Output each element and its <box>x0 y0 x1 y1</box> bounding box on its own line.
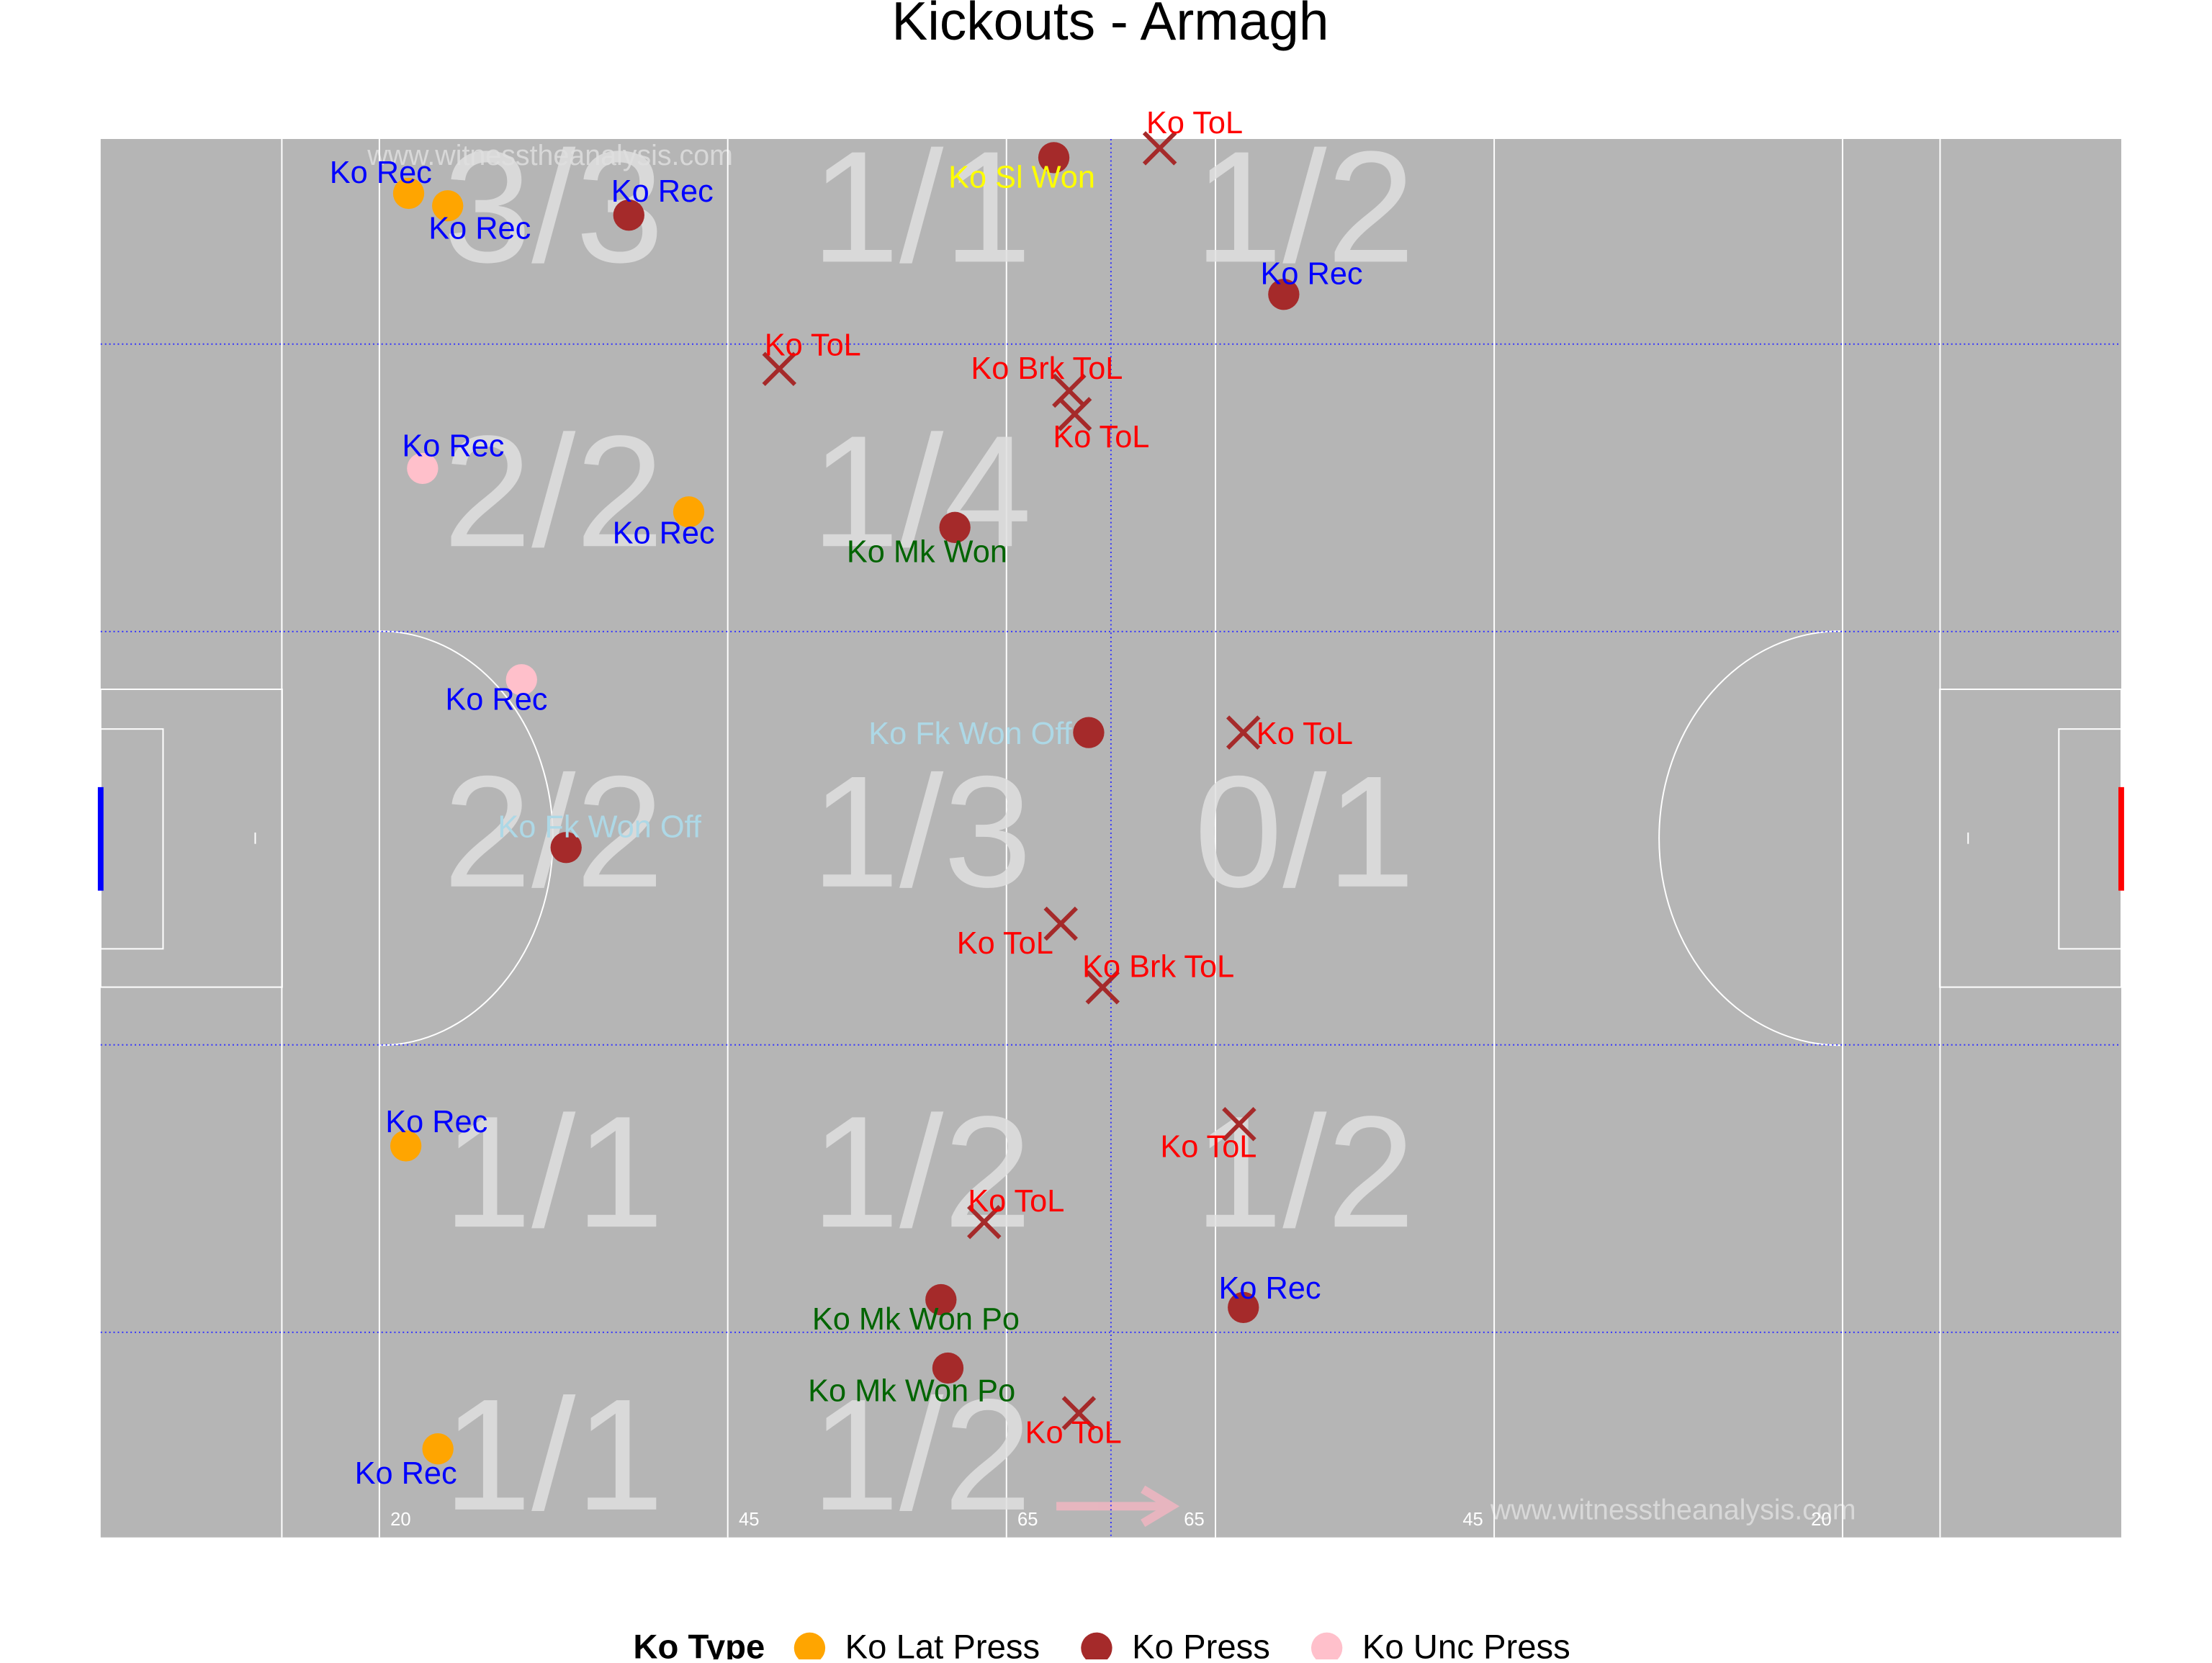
point-cross <box>1057 397 1092 431</box>
point-label: Ko Mk Won <box>847 534 1007 569</box>
direction-arrow <box>1056 1485 1180 1528</box>
point-label: Ko ToL <box>1053 420 1149 454</box>
zone-label: 2/2 <box>443 402 664 580</box>
point-label: Ko Brk ToL <box>971 351 1123 386</box>
point <box>432 190 464 222</box>
point-label: Ko Brk ToL <box>1082 949 1234 984</box>
point-cross <box>762 351 797 387</box>
point <box>505 664 537 696</box>
zone-label: 1/1 <box>443 1366 664 1543</box>
cross-stroke <box>967 1204 1002 1240</box>
point-cross <box>967 1204 1002 1240</box>
legend-label: Ko Press <box>1132 1628 1270 1659</box>
cross-stroke <box>1142 131 1177 166</box>
point-cross <box>1226 715 1261 750</box>
point <box>939 511 971 543</box>
point-label: Ko Rec <box>355 1456 457 1491</box>
legend-title: Ko Type <box>633 1628 765 1659</box>
point <box>932 1352 964 1384</box>
point-label: Ko Fk Won Off <box>868 717 1072 751</box>
zone-label: 1/4 <box>811 402 1032 580</box>
point <box>1228 1291 1259 1324</box>
point-label: Ko Rec <box>385 1105 487 1139</box>
x-tick-label: 20 <box>390 1510 410 1530</box>
point-label: Ko ToL <box>1160 1130 1256 1165</box>
zone-label: 0/1 <box>1195 743 1416 920</box>
point-label: Ko ToL <box>1025 1416 1122 1451</box>
zone-label: 1/2 <box>811 1366 1032 1543</box>
point-label: Ko Rec <box>428 212 531 246</box>
point <box>550 832 582 864</box>
zone-label: 1/2 <box>1195 117 1416 295</box>
point-label: Ko Rec <box>611 174 714 209</box>
point <box>673 496 705 528</box>
point-label: Ko ToL <box>1146 106 1243 140</box>
point-label: Ko Rec <box>613 516 715 551</box>
legend-swatch <box>1310 1632 1343 1663</box>
arc <box>1658 630 1841 1046</box>
point-cross <box>1222 1107 1256 1142</box>
point-label: Ko Mk Won Po <box>812 1302 1020 1337</box>
point-label: Ko Rec <box>1261 256 1363 291</box>
point-label: Ko Rec <box>445 682 547 717</box>
cross-stroke <box>1057 397 1092 431</box>
cross-stroke <box>1222 1107 1256 1142</box>
point-label: Ko Mk Won Po <box>808 1373 1015 1408</box>
x-tick-label: 45 <box>1462 1510 1483 1530</box>
zone-label: 1/1 <box>443 1082 664 1260</box>
zone-label: 1/2 <box>1195 1082 1416 1260</box>
point-label: Ko ToL <box>957 926 1053 961</box>
x-tick-label: 65 <box>1184 1510 1204 1530</box>
point-label: Ko ToL <box>765 328 861 363</box>
point <box>407 452 439 485</box>
point <box>422 1433 454 1465</box>
cross-stroke <box>1061 1396 1097 1430</box>
point-cross <box>1043 906 1078 941</box>
legend-label: Ko Unc Press <box>1362 1628 1570 1659</box>
legend-swatch <box>1081 1632 1112 1663</box>
point-cross <box>1085 970 1120 1005</box>
point <box>1268 279 1300 310</box>
point-label: Ko ToL <box>968 1184 1064 1219</box>
cross-stroke <box>1226 715 1261 750</box>
point <box>1073 717 1105 748</box>
x-tick-label: 65 <box>1017 1510 1038 1530</box>
point-label: Ko Fk Won Off <box>498 810 701 844</box>
zone-label: 1/1 <box>811 117 1032 295</box>
point-label: Ko Rec <box>330 156 432 190</box>
point <box>390 1130 422 1162</box>
point <box>613 200 644 231</box>
chart-title: Kickouts - Armagh <box>891 0 1328 51</box>
point <box>1038 142 1070 174</box>
cross-stroke <box>762 351 797 387</box>
point-cross <box>1061 1396 1097 1430</box>
legend-label: Ko Lat Press <box>845 1628 1040 1659</box>
point-cross <box>1052 373 1087 408</box>
point-cross <box>1142 131 1177 166</box>
cross-stroke <box>1052 373 1087 408</box>
arrow-head <box>1141 1485 1180 1528</box>
cross-stroke <box>1043 906 1078 941</box>
point-label: Ko Rec <box>402 429 504 464</box>
point <box>392 177 425 210</box>
watermark: www.witnesstheanalysis.com <box>367 140 733 171</box>
zone-label: 2/2 <box>443 743 664 920</box>
point-label: Ko Sl Won <box>948 161 1095 195</box>
x-tick-label: 45 <box>739 1510 759 1530</box>
arc <box>379 630 554 1046</box>
cross-stroke <box>1085 970 1120 1005</box>
point-label: Ko ToL <box>1256 717 1353 751</box>
watermark: www.witnesstheanalysis.com <box>1490 1494 1856 1526</box>
point-label: Ko Rec <box>1218 1271 1321 1306</box>
x-tick-label: 20 <box>1811 1510 1831 1530</box>
zone-label: 1/3 <box>811 743 1032 920</box>
point <box>925 1283 957 1316</box>
legend-swatch <box>793 1632 826 1663</box>
